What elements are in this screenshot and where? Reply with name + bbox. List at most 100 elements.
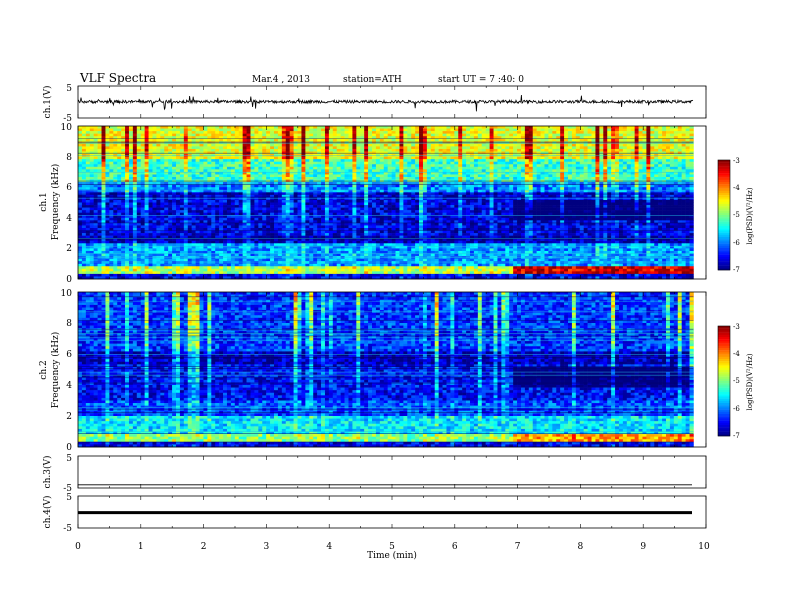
- spectrogram-cell: [618, 177, 624, 180]
- spectrogram-cell: [89, 159, 94, 162]
- spectrogram-cell: [105, 187, 110, 191]
- spectrogram-cell: [426, 202, 432, 206]
- spectrogram-cell: [375, 194, 381, 198]
- spectrogram-cell: [136, 126, 142, 129]
- spectrogram-cell: [595, 161, 600, 165]
- spectrogram-cell: [595, 184, 600, 188]
- spectrogram-cell: [650, 184, 655, 188]
- spectrogram-cell: [207, 189, 212, 193]
- spectrogram-cell: [528, 177, 534, 180]
- spectrogram-cell: [548, 189, 553, 193]
- spectrogram-cell: [281, 141, 287, 145]
- spectrogram-cell: [642, 138, 647, 142]
- spectrogram-cell: [658, 131, 663, 134]
- spectrogram-cell: [532, 128, 537, 132]
- spectrogram-cell: [611, 169, 616, 173]
- spectrogram-cell: [544, 148, 549, 152]
- spectrogram-cell: [254, 192, 259, 196]
- spectrogram-cell: [403, 141, 408, 145]
- spectrogram-cell: [677, 169, 682, 173]
- spectrogram-cell: [685, 177, 690, 180]
- spectrogram-cell: [689, 169, 694, 173]
- spectrogram-cell: [313, 177, 318, 180]
- spectrogram-cell: [552, 136, 557, 140]
- spectrogram-cell: [293, 133, 298, 137]
- spectrogram-cell: [309, 184, 314, 188]
- spectrogram-cell: [630, 169, 635, 173]
- spectrogram-cell: [266, 128, 271, 132]
- spectrogram-cell: [242, 202, 247, 206]
- spectrogram-cell: [564, 164, 569, 168]
- spectrogram-cell: [313, 159, 318, 162]
- spectrogram-cell: [646, 159, 651, 162]
- spectrogram-cell: [430, 141, 436, 145]
- spectrogram-cell: [603, 148, 608, 152]
- spectrogram-cell: [434, 138, 439, 142]
- spectrogram-cell: [650, 131, 655, 134]
- spectrogram-cell: [399, 133, 404, 137]
- spectrogram-cell: [689, 192, 694, 196]
- spectrogram-cell: [117, 148, 122, 152]
- spectrogram-cell: [446, 143, 451, 147]
- spectrogram-cell: [673, 148, 679, 152]
- spectrogram-cell: [226, 164, 232, 168]
- spectrogram-cell: [470, 161, 475, 165]
- spectrogram-cell: [677, 202, 682, 206]
- spectrogram-cell: [211, 166, 216, 170]
- spectrogram-cell: [183, 169, 189, 173]
- spectrogram-cell: [270, 169, 275, 173]
- spectrogram-cell: [234, 148, 240, 152]
- spectrogram-cell: [579, 143, 584, 147]
- spectrogram-cell: [113, 141, 118, 145]
- spectrogram-cell: [587, 202, 592, 206]
- spectrogram-cell: [207, 184, 212, 188]
- spectrogram-cell: [258, 128, 263, 132]
- spectrogram-cell: [622, 133, 628, 137]
- spectrogram-cell: [207, 164, 212, 168]
- spectrogram-cell: [179, 146, 185, 150]
- spectrogram-cell: [121, 133, 126, 137]
- spectrogram-cell: [352, 126, 357, 129]
- spectrogram-cell: [595, 169, 600, 173]
- spectrogram-cell: [466, 131, 471, 134]
- spectrogram-cell: [344, 166, 349, 170]
- spectrogram-cell: [324, 166, 330, 170]
- spectrogram-cell: [297, 148, 302, 152]
- spectrogram-cell: [552, 133, 557, 137]
- spectrogram-cell: [411, 148, 416, 152]
- spectrogram-cell: [462, 131, 467, 134]
- spectrogram-cell: [426, 159, 432, 162]
- spectrogram-cell: [446, 161, 451, 165]
- spectrogram-cell: [372, 194, 377, 198]
- spectrogram-cell: [78, 126, 83, 129]
- spectrogram-cell: [446, 189, 451, 193]
- spectrogram-cell: [615, 171, 620, 175]
- spectrogram-cell: [195, 136, 200, 140]
- spectrogram-cell: [105, 161, 110, 165]
- spectrogram-cell: [211, 128, 216, 132]
- spectrogram-cell: [246, 166, 251, 170]
- spectrogram-cell: [238, 171, 243, 175]
- spectrogram-cell: [344, 146, 349, 150]
- spectrogram-cell: [528, 133, 534, 137]
- spectrogram-cell: [544, 187, 549, 191]
- spectrogram-cell: [258, 126, 263, 129]
- spectrogram-cell: [277, 131, 283, 134]
- spectrogram-cell: [128, 194, 134, 198]
- spectrogram-cell: [540, 177, 545, 180]
- spectrogram-cell: [277, 164, 283, 168]
- spectrogram-cell: [493, 187, 498, 191]
- spectrogram-cell: [548, 202, 553, 206]
- spectrogram-cell: [117, 202, 122, 206]
- spectrogram-cell: [520, 174, 526, 178]
- spectrogram-cell: [179, 156, 185, 160]
- spectrogram-cell: [575, 164, 581, 168]
- spectrogram-cell: [179, 187, 185, 191]
- spectrogram-cell: [426, 126, 432, 129]
- spectrogram-cell: [532, 159, 537, 162]
- spectrogram-cell: [336, 174, 341, 178]
- spectrogram-cell: [497, 177, 502, 180]
- spectrogram-cell: [560, 166, 565, 170]
- spectrogram-cell: [552, 171, 557, 175]
- spectrogram-cell: [540, 164, 545, 168]
